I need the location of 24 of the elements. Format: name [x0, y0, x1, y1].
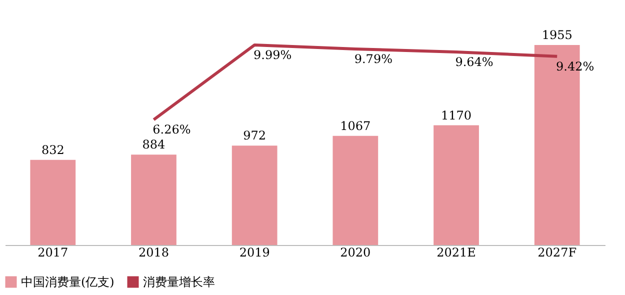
data-label: 6.26% [152, 122, 191, 137]
data-label: 9.99% [254, 48, 292, 62]
data-label: 1067 [340, 118, 371, 133]
legend-label: 消费量增长率 [143, 275, 215, 289]
bar [30, 160, 76, 245]
bar [232, 146, 278, 245]
bar [434, 125, 479, 245]
bar [332, 136, 378, 245]
data-label: 9.79% [354, 52, 392, 66]
data-label: 884 [142, 138, 166, 152]
data-label: 1170 [440, 108, 472, 122]
data-label: 832 [41, 142, 64, 157]
data-label: 9.42% [556, 59, 594, 74]
bar [131, 154, 176, 245]
x-tick-label: 2020 [340, 246, 371, 260]
data-label: 9.64% [455, 55, 494, 70]
x-tick-label: 2019 [239, 246, 270, 260]
x-tick-label: 2017 [38, 246, 68, 260]
legend-label: 中国消费量(亿支) [21, 275, 114, 289]
data-label: 972 [243, 128, 266, 143]
x-tick-label: 2018 [138, 246, 170, 260]
data-label: 1955 [542, 28, 572, 42]
x-tick-label: 2027F [538, 246, 577, 260]
x-tick-label: 2021E [436, 246, 476, 260]
